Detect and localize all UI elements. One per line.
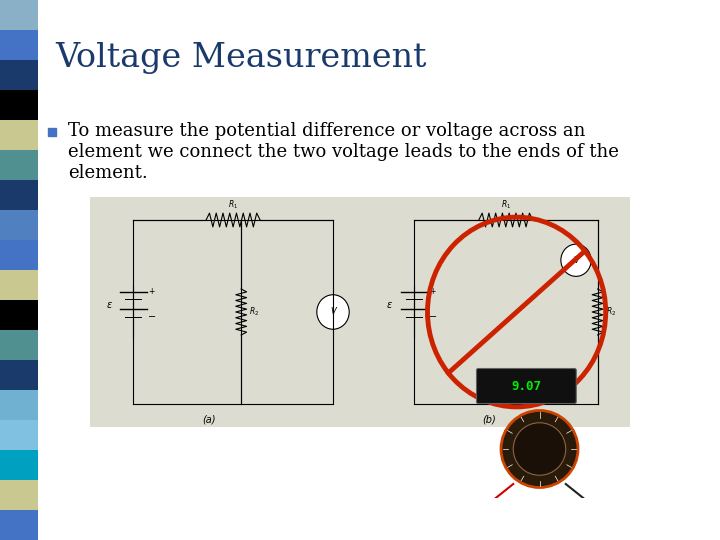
Bar — [0, 300, 38, 330]
Bar — [0, 180, 38, 210]
Bar — [0, 240, 38, 270]
Bar — [0, 330, 38, 360]
Circle shape — [561, 244, 591, 276]
Bar — [0, 510, 38, 540]
Text: 9.07: 9.07 — [511, 380, 541, 393]
Text: (b): (b) — [482, 414, 497, 424]
Text: V: V — [330, 307, 336, 316]
Text: +: + — [429, 287, 436, 296]
Bar — [0, 150, 38, 180]
Bar — [0, 210, 38, 240]
Bar — [0, 120, 38, 150]
Text: $R_2$: $R_2$ — [606, 306, 616, 318]
Text: Voltage Measurement: Voltage Measurement — [55, 42, 426, 74]
Bar — [0, 390, 38, 420]
Text: (a): (a) — [202, 414, 215, 424]
Text: −: − — [429, 312, 437, 322]
Text: $R_1$: $R_1$ — [500, 199, 511, 211]
Text: −: − — [148, 312, 156, 322]
Text: $R_2$: $R_2$ — [249, 306, 259, 318]
Text: ε: ε — [387, 300, 392, 309]
Bar — [0, 480, 38, 510]
Bar — [0, 90, 38, 120]
FancyBboxPatch shape — [477, 368, 576, 403]
Text: $R_1$: $R_1$ — [228, 199, 238, 211]
Bar — [0, 30, 38, 60]
Bar — [0, 450, 38, 480]
Bar — [0, 0, 38, 30]
Bar — [90, 197, 630, 427]
Text: ε: ε — [107, 300, 112, 309]
Bar — [0, 420, 38, 450]
Text: V: V — [573, 256, 579, 265]
Circle shape — [317, 295, 349, 329]
Circle shape — [513, 423, 566, 475]
Bar — [0, 270, 38, 300]
Bar — [0, 360, 38, 390]
Text: To measure the potential difference or voltage across an
element we connect the : To measure the potential difference or v… — [68, 122, 619, 181]
Text: +: + — [148, 287, 155, 296]
Bar — [0, 60, 38, 90]
Circle shape — [501, 410, 578, 488]
